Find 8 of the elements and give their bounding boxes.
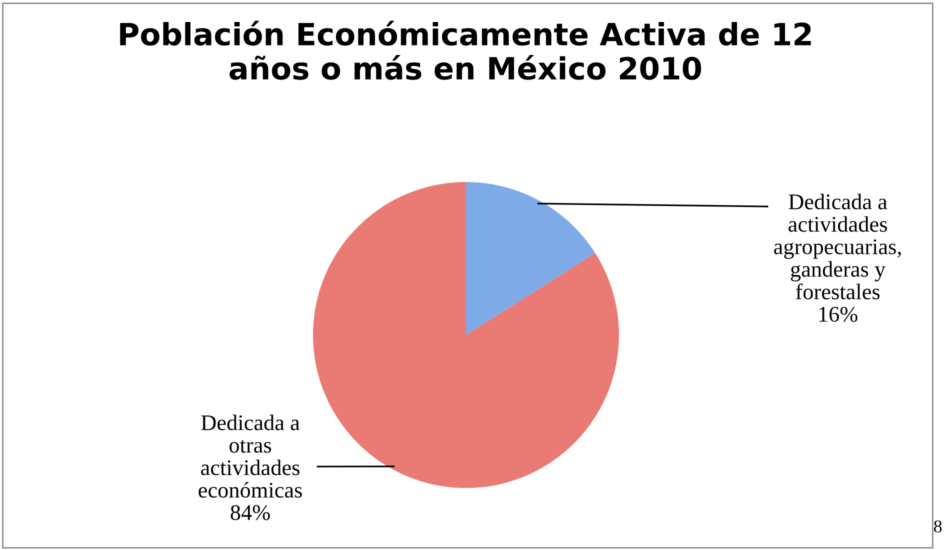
data-label: 84%	[230, 505, 270, 520]
slice-label: Dedicada a otras actividades económicas	[198, 414, 302, 498]
data-label: 16%	[819, 306, 858, 322]
text: 8	[934, 520, 942, 533]
chart-title: Población Económicamente Activa de 12 años o más en México 2010	[120, 20, 811, 80]
pie-slice	[466, 182, 596, 335]
slice-label: Dedicada a actividades agropecuarias, ganderas y forestales	[774, 194, 901, 300]
pie-slice	[313, 182, 619, 488]
